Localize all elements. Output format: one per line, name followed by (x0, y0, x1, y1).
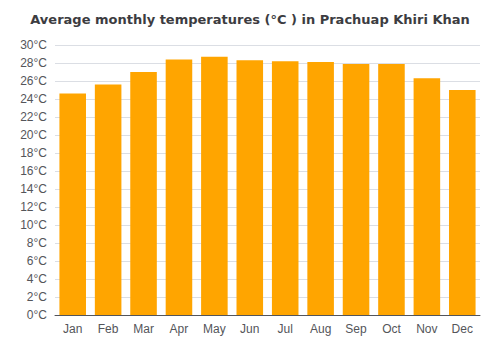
svg-text:2°C: 2°C (27, 290, 47, 304)
svg-text:Apr: Apr (170, 322, 189, 336)
svg-text:14°C: 14°C (20, 182, 47, 196)
svg-text:Aug: Aug (310, 322, 331, 336)
svg-text:30°C: 30°C (20, 38, 47, 52)
svg-text:Nov: Nov (416, 322, 437, 336)
svg-text:20°C: 20°C (20, 128, 47, 142)
svg-text:6°C: 6°C (27, 254, 47, 268)
svg-text:Jan: Jan (63, 322, 82, 336)
svg-text:Average monthly temperatures (: Average monthly temperatures (°C ) in Pr… (30, 12, 470, 27)
svg-text:12°C: 12°C (20, 200, 47, 214)
svg-text:18°C: 18°C (20, 146, 47, 160)
svg-text:Mar: Mar (133, 322, 154, 336)
svg-text:28°C: 28°C (20, 56, 47, 70)
svg-text:4°C: 4°C (27, 272, 47, 286)
svg-text:0°C: 0°C (27, 308, 47, 322)
svg-text:Dec: Dec (452, 322, 473, 336)
svg-text:22°C: 22°C (20, 110, 47, 124)
svg-text:16°C: 16°C (20, 164, 47, 178)
svg-text:May: May (203, 322, 226, 336)
svg-text:Jul: Jul (278, 322, 293, 336)
svg-text:Jun: Jun (240, 322, 259, 336)
svg-text:10°C: 10°C (20, 218, 47, 232)
svg-text:Oct: Oct (382, 322, 401, 336)
svg-text:24°C: 24°C (20, 92, 47, 106)
svg-text:26°C: 26°C (20, 74, 47, 88)
svg-text:8°C: 8°C (27, 236, 47, 250)
svg-text:Sep: Sep (345, 322, 367, 336)
svg-text:Feb: Feb (98, 322, 119, 336)
